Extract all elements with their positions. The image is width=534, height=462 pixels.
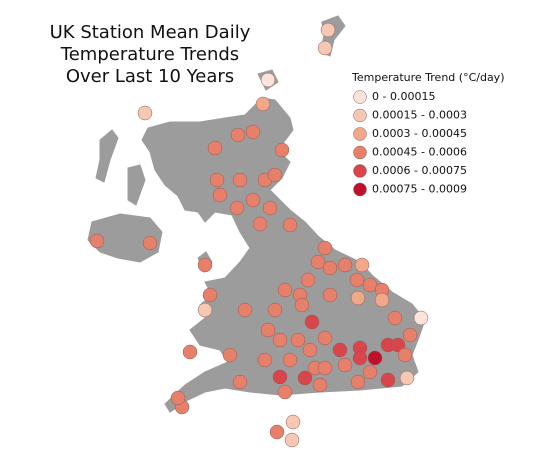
station <box>284 432 300 448</box>
station <box>322 260 338 276</box>
legend-swatch <box>353 90 367 104</box>
station <box>294 297 310 313</box>
station <box>312 377 328 393</box>
station <box>282 217 298 233</box>
station <box>237 302 253 318</box>
station <box>300 272 316 288</box>
station <box>252 216 268 232</box>
station <box>380 372 396 388</box>
station <box>317 240 333 256</box>
station <box>209 172 225 188</box>
station <box>350 290 366 306</box>
station <box>232 374 248 390</box>
legend-title: Temperature Trend (°C/day) <box>351 71 504 84</box>
station <box>390 337 406 353</box>
station <box>362 364 378 380</box>
station <box>297 370 313 386</box>
station <box>197 302 213 318</box>
station <box>320 22 336 38</box>
legend-label: 0.0003 - 0.00045 <box>372 127 467 140</box>
station <box>222 347 238 363</box>
station <box>282 352 298 368</box>
station <box>304 314 320 330</box>
station <box>274 142 290 158</box>
legend-swatch <box>353 164 367 178</box>
station <box>260 72 276 88</box>
station <box>277 282 293 298</box>
legend-label: 0.00015 - 0.0003 <box>372 109 467 122</box>
station <box>337 257 353 273</box>
station <box>269 424 285 440</box>
station <box>182 344 198 360</box>
legend-label: 0.00045 - 0.0006 <box>372 146 467 159</box>
station <box>322 287 338 303</box>
station <box>397 347 413 363</box>
station <box>197 257 213 273</box>
station <box>302 342 318 358</box>
station <box>229 200 245 216</box>
station <box>367 350 383 366</box>
station <box>290 332 306 348</box>
title-line: Over Last 10 Years <box>66 66 234 87</box>
station <box>142 235 158 251</box>
station <box>402 327 418 343</box>
station <box>202 287 218 303</box>
station <box>267 302 283 318</box>
station <box>349 272 365 288</box>
station <box>352 350 368 366</box>
station <box>255 96 271 112</box>
station <box>267 167 283 183</box>
inner-hebrides <box>127 164 146 206</box>
station <box>245 192 261 208</box>
station <box>413 310 429 326</box>
station <box>285 414 301 430</box>
station <box>317 360 333 376</box>
station <box>260 322 276 338</box>
legend-swatch <box>353 127 367 141</box>
legend-label: 0.0006 - 0.00075 <box>372 164 467 177</box>
station <box>317 330 333 346</box>
station <box>350 374 366 390</box>
title-line: UK Station Mean Daily <box>50 22 251 43</box>
legend-label: 0 - 0.00015 <box>372 90 435 103</box>
legend-label: 0.00075 - 0.0009 <box>372 183 467 196</box>
station <box>212 187 228 203</box>
outer-hebrides <box>95 129 119 183</box>
legend-swatch <box>353 108 367 123</box>
title-line: Temperature Trends <box>60 44 239 65</box>
legend-swatch <box>353 145 367 160</box>
station <box>277 384 293 400</box>
station <box>262 200 278 216</box>
station <box>272 369 288 385</box>
station <box>272 332 288 348</box>
station <box>337 357 353 373</box>
station <box>170 390 186 406</box>
station <box>354 257 370 273</box>
station <box>207 140 223 156</box>
station <box>332 342 348 358</box>
station <box>399 370 415 386</box>
station <box>374 292 390 308</box>
station <box>257 352 273 368</box>
station <box>89 233 105 249</box>
station <box>317 40 333 56</box>
legend-swatch <box>353 182 367 197</box>
station <box>387 310 403 326</box>
station <box>245 124 261 140</box>
station <box>230 127 246 143</box>
stations <box>89 22 429 448</box>
legend: Temperature Trend (°C/day) 0 - 0.00015 0.0… <box>351 71 504 197</box>
station <box>232 172 248 188</box>
station <box>137 105 153 121</box>
station <box>310 254 326 270</box>
